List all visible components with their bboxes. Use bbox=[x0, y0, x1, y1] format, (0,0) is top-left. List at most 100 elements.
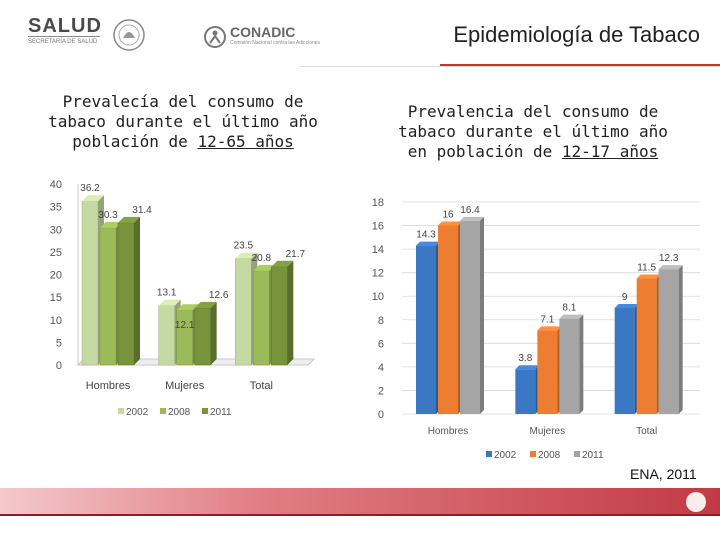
bar-hombres-2008 bbox=[438, 225, 458, 414]
bar-top-hombres-2011 bbox=[460, 216, 484, 221]
bar-mujeres-2011 bbox=[559, 318, 580, 414]
bar-top-total-2008 bbox=[636, 274, 661, 279]
bar-mujeres-2008 bbox=[176, 309, 193, 366]
legend-label-2002: 2002 bbox=[126, 407, 149, 418]
data-label: 36.2 bbox=[80, 183, 100, 194]
footer-emblem-icon bbox=[686, 492, 706, 512]
page-title: Epidemiología de Tabaco bbox=[453, 22, 700, 47]
data-label: 8.1 bbox=[562, 303, 576, 314]
legend-label-2011: 2011 bbox=[210, 407, 232, 418]
y-tick-label: 40 bbox=[50, 179, 62, 191]
conadic-emblem-icon bbox=[204, 26, 226, 48]
legend-label-2008: 2008 bbox=[538, 450, 561, 461]
left-chart-title-line3: población de 12-65 años bbox=[28, 132, 338, 152]
right-chart-title: Prevalencia del consumo de tabaco durant… bbox=[378, 102, 688, 162]
data-label: 30.3 bbox=[98, 210, 118, 221]
legend-swatch-2008 bbox=[160, 408, 166, 414]
bar-total-2008 bbox=[253, 270, 270, 366]
conadic-logo: CONADIC Comisión Nacional contra las Adi… bbox=[204, 24, 320, 52]
data-label: 23.5 bbox=[234, 241, 254, 252]
footer-bar bbox=[0, 488, 720, 514]
data-label: 16 bbox=[442, 210, 454, 221]
category-label: Hombres bbox=[86, 380, 131, 392]
legend-swatch-2011 bbox=[202, 408, 208, 414]
data-label: 11.5 bbox=[637, 263, 656, 274]
salud-logo-text: SALUD bbox=[28, 15, 102, 37]
y-tick-label: 20 bbox=[50, 270, 62, 282]
data-label: 9 bbox=[622, 292, 628, 303]
data-label: 21.7 bbox=[286, 249, 306, 260]
y-tick-label: 35 bbox=[50, 202, 62, 214]
bar-top-total-2011 bbox=[658, 265, 683, 270]
y-tick-label: 8 bbox=[378, 315, 384, 327]
y-tick-label: 14 bbox=[372, 244, 384, 256]
legend-swatch-2002 bbox=[118, 408, 124, 414]
left-chart-title-prefix: población de bbox=[72, 132, 198, 151]
bar-top-mujeres-2002 bbox=[158, 299, 181, 306]
bar-hombres-2011 bbox=[460, 220, 480, 414]
data-label: 14.3 bbox=[416, 230, 436, 241]
legend-swatch-2008 bbox=[530, 451, 536, 457]
y-tick-label: 5 bbox=[56, 337, 62, 349]
bar-mujeres-2002 bbox=[158, 305, 175, 366]
data-label: 12.6 bbox=[209, 290, 229, 301]
bar-total-2008 bbox=[636, 278, 657, 414]
header-divider-accent bbox=[440, 64, 720, 66]
bar-side-mujeres-2011 bbox=[210, 301, 217, 365]
bar-total-2002 bbox=[614, 308, 635, 414]
bar-top-total-2002 bbox=[614, 304, 639, 308]
left-chart-title-line1: Prevalecía del consumo de bbox=[62, 92, 304, 111]
bar-hombres-2002 bbox=[81, 200, 99, 366]
bar-total-2002 bbox=[235, 258, 252, 366]
left-chart-title: Prevalecía del consumo de tabaco durante… bbox=[28, 92, 338, 152]
bar-top-mujeres-2002 bbox=[515, 365, 540, 370]
bar-hombres-2011 bbox=[117, 222, 135, 366]
bar-side-hombres-2011 bbox=[134, 216, 140, 365]
category-label: Hombres bbox=[428, 426, 469, 437]
right-chart-title-line3: en población de 12-17 años bbox=[378, 142, 688, 162]
y-tick-label: 30 bbox=[50, 224, 62, 236]
bar-top-total-2002 bbox=[235, 252, 258, 259]
legend-label-2002: 2002 bbox=[494, 450, 517, 461]
y-tick-label: 0 bbox=[56, 360, 62, 372]
y-tick-label: 2 bbox=[378, 385, 384, 397]
source-note: ENA, 2011 bbox=[630, 466, 697, 482]
y-tick-label: 10 bbox=[372, 291, 384, 303]
data-label: 3.8 bbox=[518, 353, 532, 364]
data-label: 13.1 bbox=[157, 288, 177, 299]
salud-logo: SALUD SECRETARÍA DE SALUD bbox=[28, 16, 178, 52]
header-divider-light bbox=[300, 66, 720, 67]
data-label: 7.1 bbox=[540, 314, 554, 325]
bar-mujeres-2008 bbox=[537, 330, 558, 414]
bar-top-hombres-2002 bbox=[82, 195, 104, 202]
left-bar-chart: 0 5 10 15 20 25 30 35 40 36.2 30.3 31.4 Hombres 13.1 1… bbox=[50, 179, 315, 418]
right-chart-title-line1: Prevalencia del consumo de bbox=[407, 102, 659, 121]
mexico-seal-icon bbox=[112, 16, 146, 54]
left-chart-title-age-range: 12-65 años bbox=[197, 132, 294, 151]
data-label: 16.4 bbox=[460, 205, 480, 216]
right-chart-title-line2: tabaco durante el último año bbox=[398, 122, 668, 141]
footer-line bbox=[0, 514, 720, 516]
bar-hombres-2008 bbox=[99, 227, 117, 366]
bar-top-hombres-2011 bbox=[118, 216, 140, 223]
legend-label-2011: 2011 bbox=[582, 450, 604, 461]
conadic-logo-text: CONADIC bbox=[230, 24, 296, 40]
bar-top-mujeres-2008 bbox=[537, 326, 562, 331]
category-label: Total bbox=[636, 426, 657, 437]
right-chart-title-age-range: 12-17 años bbox=[561, 142, 659, 161]
bar-side-total-2011 bbox=[678, 265, 683, 414]
bar-mujeres-2011 bbox=[194, 307, 211, 366]
bar-total-2011 bbox=[271, 266, 288, 366]
data-label: 20.8 bbox=[252, 253, 272, 264]
salud-logo-subtext: SECRETARÍA DE SALUD bbox=[28, 36, 100, 45]
legend-swatch-2011 bbox=[574, 451, 580, 457]
bar-hombres-2002 bbox=[416, 245, 436, 414]
category-label: Total bbox=[250, 380, 273, 392]
y-tick-label: 10 bbox=[50, 315, 62, 327]
bar-side-hombres-2011 bbox=[480, 216, 484, 414]
category-label: Mujeres bbox=[165, 380, 205, 392]
y-tick-label: 25 bbox=[50, 247, 62, 259]
bar-top-hombres-2008 bbox=[100, 221, 122, 228]
bar-top-mujeres-2011 bbox=[559, 314, 584, 319]
bar-top-hombres-2008 bbox=[438, 221, 462, 226]
